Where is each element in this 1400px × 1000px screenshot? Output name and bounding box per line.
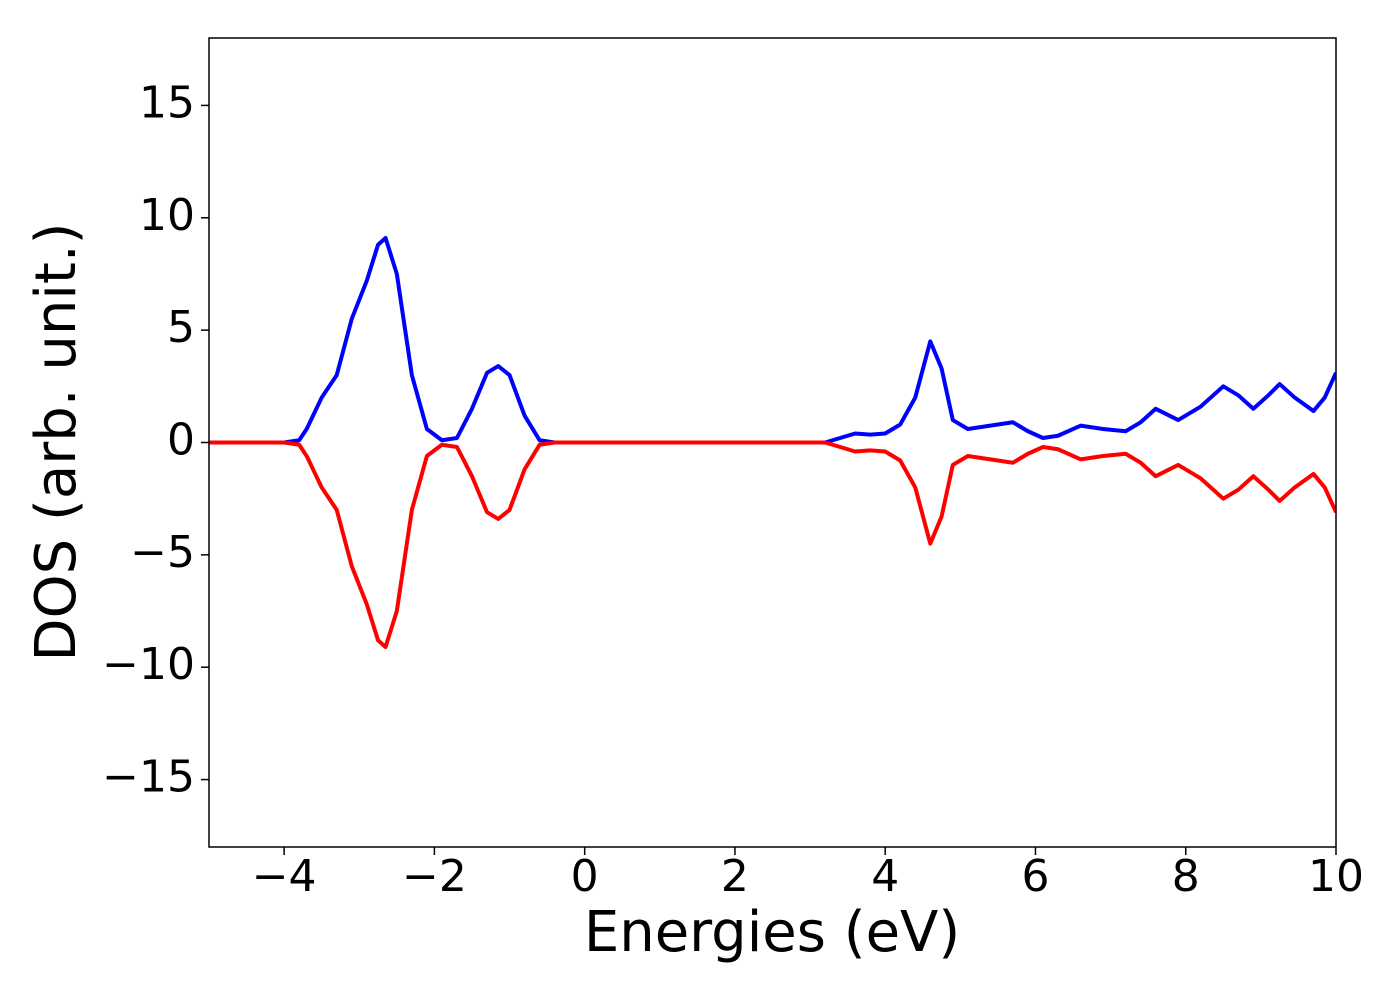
y-tick-label: 5 — [167, 302, 195, 353]
plot-frame — [208, 37, 1337, 848]
x-tick-label: 4 — [871, 851, 899, 902]
y-tick-label: 15 — [139, 77, 195, 128]
x-tick-label: 10 — [1308, 851, 1364, 902]
x-tick-label: 6 — [1021, 851, 1049, 902]
y-tick-label: −5 — [130, 527, 195, 578]
x-tick-label: −4 — [252, 851, 317, 902]
x-tick-label: 0 — [571, 851, 599, 902]
y-tick-label: −10 — [102, 639, 195, 690]
series-line — [209, 236, 1336, 445]
y-tick-label: 0 — [167, 415, 195, 466]
x-tick-label: 8 — [1172, 851, 1200, 902]
y-tick-label: 10 — [139, 190, 195, 241]
y-axis-label: DOS (arb. unit.) — [24, 222, 89, 661]
y-tick-label: −15 — [102, 752, 195, 803]
x-tick-label: −2 — [402, 851, 467, 902]
x-axis-label: Energies (eV) — [584, 900, 960, 965]
series-line — [209, 440, 1336, 649]
x-tick-label: 2 — [721, 851, 749, 902]
